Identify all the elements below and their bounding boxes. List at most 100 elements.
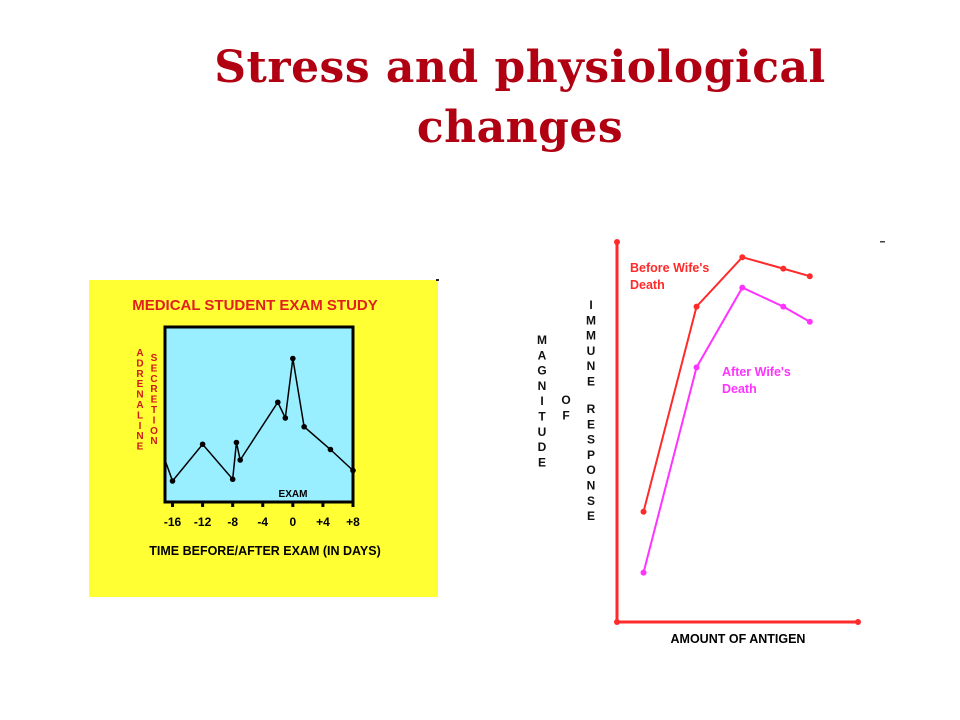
immune-response-label-letter: S [587,494,595,508]
adrenaline-label-letter: D [136,358,143,369]
data-point [739,254,746,261]
data-point [199,441,206,448]
immune-response-label-letter: S [587,433,595,447]
adrenaline-series [164,355,356,484]
immune-x-axis-label: AMOUNT OF ANTIGEN [671,632,806,646]
immune-response-label-letter: R [587,402,596,416]
x-tick-label: +8 [346,515,360,529]
data-point [780,303,787,310]
x-tick-label: 0 [289,515,296,529]
adrenaline-label-letter: N [136,390,143,401]
data-point [806,318,813,325]
data-point [237,457,243,463]
data-point [327,446,334,453]
immune-response-label-letter: M [586,313,596,327]
corner-mark [436,279,439,281]
data-point [282,415,289,421]
magnitude-label-letter: D [538,440,547,454]
x-tick-label: -8 [227,515,238,529]
data-point [229,476,236,483]
exam-chart-title: MEDICAL STUDENT EXAM STUDY [132,297,378,314]
x-tick-label: -12 [194,515,212,529]
immune-response-label-letter: P [587,448,595,462]
exam-x-ticks: -16 -12 -8 -4 0 +4 +8 [164,502,360,529]
secretion-label-letter: E [151,395,158,406]
of-label-letter: O [561,393,570,407]
data-point [693,303,700,310]
of-label-letter: F [562,408,569,422]
data-point [693,364,700,371]
data-point [806,273,813,280]
adrenaline-label-letter: E [137,442,144,453]
slide-title-line2: changes [416,102,624,153]
magnitude-label-letter: M [537,333,547,347]
secretion-label-letter: N [150,436,157,447]
magnitude-label-letter: G [537,364,546,378]
secretion-label-letter: T [151,405,157,416]
magnitude-label-letter: N [538,379,547,393]
data-point [233,439,240,446]
exam-plot-area [163,325,355,504]
adrenaline-label-letter: A [136,348,143,359]
data-point [739,284,746,291]
adrenaline-label-letter: N [136,431,143,442]
adrenaline-label-letter: R [136,369,144,380]
legend-before-line1: Before Wife's [630,261,709,275]
adrenaline-label-letter: A [136,400,143,411]
immune-response-label-letter: M [586,329,596,343]
x-axis-end-dot [855,619,861,625]
x-tick-label: -16 [164,515,182,529]
corner-mark [880,241,885,243]
secretion-label-letter: C [150,374,157,385]
magnitude-label-letter: T [538,410,546,424]
immune-response-label-letter: E [587,509,595,523]
legend-before-line2: Death [630,278,665,292]
x-tick-label: +4 [316,515,330,529]
immune-series [640,254,813,576]
immune-response-label-letter: E [587,375,595,389]
magnitude-label-letter: I [540,394,543,408]
secretion-label-letter: S [151,353,158,364]
series-line-after [642,286,811,573]
of-axis-label: OF [561,393,570,422]
adrenaline-label-letter: L [137,410,143,421]
slide-title: Stress and physiological changes [160,38,880,158]
adrenaline-label-letter: E [137,379,144,390]
data-point [640,569,647,576]
data-point [290,355,296,362]
secretion-label-letter: R [150,384,158,395]
data-point [169,478,176,484]
secretion-label-letter: I [153,415,156,426]
exam-x-axis-label: TIME BEFORE/AFTER EXAM (IN DAYS) [149,544,381,558]
slide-title-line1: Stress and physiological [214,42,826,93]
secretion-label-letter: O [150,426,158,437]
series-line [164,358,354,483]
data-point [275,399,281,406]
magnitude-label-letter: A [538,348,547,362]
immune-response-label-letter: N [587,479,596,493]
data-point [640,508,647,515]
magnitude-label-letter: U [538,425,547,439]
immune-response-label-letter: I [589,298,592,312]
legend-after-line2: Death [722,382,757,396]
exam-annotation: EXAM [279,489,308,500]
y-axis-end-dot [614,239,620,245]
legend-after-line1: After Wife's [722,365,791,379]
x-tick-label: -4 [257,515,268,529]
adrenaline-label-letter: I [139,421,142,432]
immune-response-label-letter: N [587,359,596,373]
data-point [350,467,356,474]
magnitude-label-letter: E [538,455,546,469]
origin-dot [614,619,620,625]
data-point [301,423,307,430]
secretion-label-letter: E [151,363,158,374]
immune-response-label-letter: U [587,344,596,358]
immune-response-label-letter: O [586,463,595,477]
